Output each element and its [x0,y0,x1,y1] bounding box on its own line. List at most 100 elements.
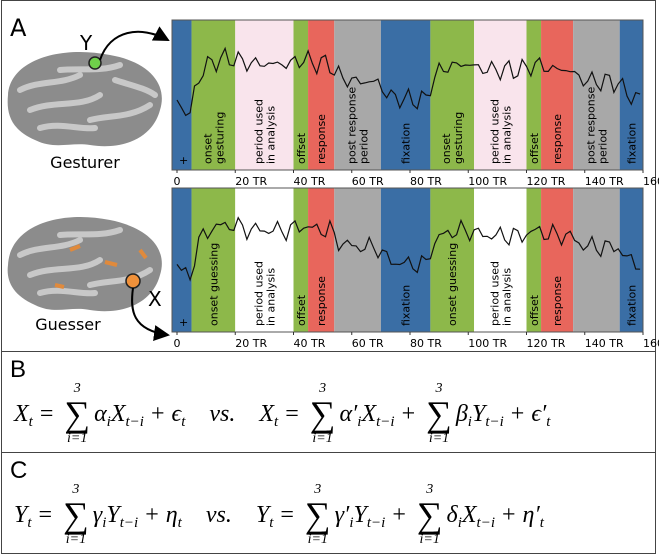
math-token: X [14,401,29,428]
phase-label: in analysis [264,268,277,326]
math-token: t [178,515,182,532]
phase-label: offset [528,294,541,326]
equation-c: Yt=3∑i=1γiYt−i+ηtvs.Yt=3∑i=1γ′iYt−i+3∑i=… [14,477,651,553]
math-token: + [392,502,406,529]
plus-sign: + [179,316,188,329]
math-token: t−i [376,414,394,431]
math-token: = [40,401,54,428]
math-token: ∑ [63,497,89,533]
math-token: Y [256,502,269,529]
tick-label: 160 [643,175,659,188]
math-token: i=1 [66,533,86,547]
tick-label: 0 [174,337,181,350]
summation: 3∑i=1 [426,382,452,446]
math-token: η′ [523,502,540,529]
equation-b: Xt=3∑i=1αiXt−i+ϵtvs.Xt=3∑i=1α′iXt−i+3∑i=… [14,376,651,452]
phase-label: period [596,129,609,164]
tick-label: 40 TR [294,175,326,188]
tick-label: 20 TR [235,337,267,350]
plus-sign: + [179,154,188,167]
math-token: t [181,414,185,431]
phase-band [573,188,620,332]
math-token: ∑ [310,396,336,432]
phase-label: fixation [400,285,413,326]
tick-label: 120 TR [527,337,566,350]
math-token: α′ [339,401,357,428]
label-guesser: Guesser [35,315,101,334]
tick-label: 80 TR [410,175,442,188]
math-token: X [259,401,274,428]
math-token: t−i [485,414,503,431]
tick-label: 160 [643,337,659,350]
math-token: + [402,401,416,428]
panel-a-graphics: A Y Gesturer X Guesser +onsetgesturingpe… [0,0,659,352]
phase-label: offset [295,294,308,326]
math-token: + [502,502,516,529]
math-token: η [166,502,178,529]
math-token: ∑ [417,497,443,533]
summation: 3∑i=1 [305,483,331,547]
phase-label: response [315,114,328,164]
math-token: X [111,401,126,428]
math-token: t−i [120,515,138,532]
math-token: t [546,414,550,431]
math-token: Y [472,401,485,428]
tick-label: 60 TR [352,337,384,350]
math-token: + [145,502,159,529]
math-token: t−i [367,515,385,532]
math-token: ∑ [426,396,452,432]
math-token: = [39,502,53,529]
math-token: vs. [209,401,235,428]
phase-label: in analysis [500,268,513,326]
tick-label: 140 TR [585,175,624,188]
phase-band [172,20,192,170]
math-token: i [458,515,462,532]
math-token: δ [447,502,458,529]
tick-label: 100 TR [468,175,507,188]
math-token: X [361,401,376,428]
math-token: vs. [206,502,232,529]
label-gesturer: Gesturer [50,153,120,172]
tick-label: 80 TR [410,337,442,350]
math-token: i=1 [308,533,328,547]
phase-label: onset guessing [446,243,459,326]
math-token: i=1 [420,533,440,547]
math-token: γ [93,502,102,529]
math-token: t [29,414,33,431]
math-token: i=1 [67,432,87,446]
math-token: α [94,401,107,428]
phase-label: period [358,129,371,164]
marker-y: Y [79,31,93,55]
phase-label: gesturing [452,112,465,164]
tick-label: 60 TR [352,175,384,188]
math-token: γ′ [335,502,350,529]
math-token: i [468,414,472,431]
math-token: Y [106,502,119,529]
phase-label: response [315,276,328,326]
math-token: ϵ [172,401,182,428]
figure: A Y Gesturer X Guesser +onsetgesturingpe… [0,0,659,554]
phase-label: in analysis [500,106,513,164]
math-token: ϵ′ [531,401,546,428]
phase-band [334,188,381,332]
math-token: i [102,515,106,532]
math-token: = [285,401,299,428]
phase-label: response [551,114,564,164]
math-token: i [357,414,361,431]
tick-label: 0 [174,175,181,188]
marker-x: X [148,287,162,311]
summation: 3∑i=1 [63,483,89,547]
math-token: Y [353,502,366,529]
math-token: i=1 [312,432,332,446]
tick-label: 40 TR [294,337,326,350]
math-token: ∑ [64,396,90,432]
math-token: Y [14,502,27,529]
tick-label: 120 TR [527,175,566,188]
math-token: t [27,515,31,532]
math-token: = [280,502,294,529]
phase-label: gesturing [213,112,226,164]
math-token: + [151,401,165,428]
math-token: i [349,515,353,532]
summation: 3∑i=1 [64,382,90,446]
phase-band [172,188,192,332]
